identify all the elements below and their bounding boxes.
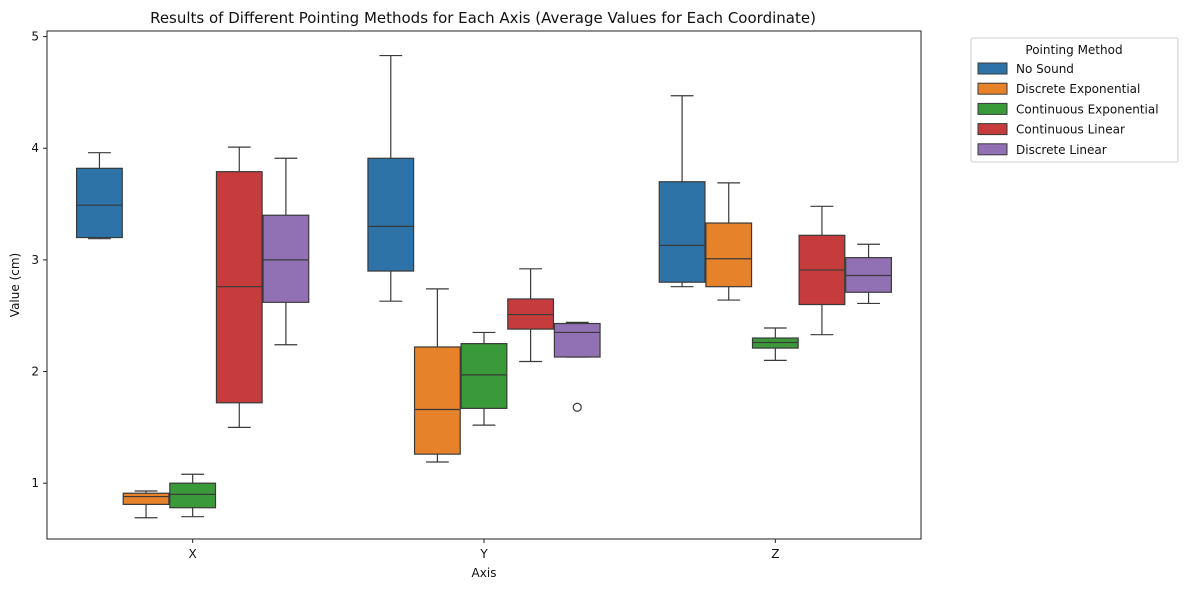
box-no-sound-z: [658, 95, 706, 288]
box-iqr: [705, 222, 753, 288]
legend-swatch: [977, 143, 1008, 156]
box-continuous-exponential-z: [751, 327, 799, 361]
box-discrete-exponential-x: [122, 490, 170, 519]
box-iqr: [122, 492, 170, 505]
box-discrete-linear-y: [553, 321, 601, 412]
box-iqr: [553, 322, 601, 358]
box-no-sound-x: [75, 152, 123, 240]
y-axis-label: Value (cm): [8, 253, 22, 317]
box-discrete-exponential-y: [413, 288, 461, 463]
x-axis: X Y Z: [189, 539, 779, 561]
x-tick-label: Y: [479, 547, 488, 561]
legend-item: Continuous Linear: [977, 123, 1125, 137]
legend-label: Continuous Exponential: [1016, 102, 1159, 116]
legend-title: Pointing Method: [1025, 43, 1122, 57]
box-continuous-exponential-y: [460, 331, 508, 426]
legend-frame: [970, 37, 1179, 163]
legend-label: Continuous Linear: [1016, 123, 1125, 137]
legend-swatch: [977, 62, 1008, 75]
legend-item: Discrete Exponential: [977, 82, 1140, 96]
x-axis-label: Axis: [472, 566, 497, 580]
box-iqr: [75, 167, 123, 239]
legend-label: No Sound: [1016, 62, 1074, 76]
y-tick-label: 3: [31, 253, 39, 267]
legend: Pointing Method No Sound Discrete Exponen…: [970, 37, 1179, 163]
y-tick-label: 2: [31, 365, 39, 379]
box-discrete-exponential-z: [705, 182, 753, 301]
box-iqr: [169, 482, 217, 509]
box-no-sound-y: [367, 54, 415, 302]
box-discrete-linear-z: [845, 243, 893, 305]
box-iqr: [262, 214, 310, 303]
legend-swatch: [977, 82, 1008, 95]
box-iqr: [460, 343, 508, 409]
y-tick-label: 4: [31, 141, 39, 155]
box-continuous-linear-x: [215, 146, 263, 428]
legend-label: Discrete Linear: [1016, 143, 1107, 157]
legend-swatch: [977, 102, 1008, 115]
plot-frame: [46, 30, 922, 540]
box-iqr: [367, 157, 415, 272]
y-axis: 1 2 3 4 5: [31, 30, 47, 490]
box-iqr: [413, 346, 461, 455]
legend-items: No Sound Discrete Exponential Continuous E…: [977, 62, 1159, 157]
x-tick-label: X: [189, 547, 197, 561]
y-tick-label: 5: [31, 30, 39, 44]
legend-item: No Sound: [977, 62, 1074, 76]
chart-title: Results of Different Pointing Methods fo…: [150, 9, 816, 27]
box-iqr: [658, 181, 706, 283]
box-continuous-linear-z: [798, 205, 846, 336]
box-discrete-linear-x: [262, 157, 310, 346]
box-continuous-exponential-x: [169, 473, 217, 518]
legend-label: Discrete Exponential: [1016, 82, 1140, 96]
y-tick-label: 1: [31, 476, 39, 490]
legend-swatch: [977, 123, 1008, 136]
outlier-point: [572, 402, 582, 412]
legend-item: Discrete Linear: [977, 143, 1107, 157]
x-tick-label: Z: [771, 547, 779, 561]
legend-item: Continuous Exponential: [977, 102, 1159, 116]
plot-area: [75, 54, 893, 519]
box-continuous-linear-y: [507, 268, 555, 363]
